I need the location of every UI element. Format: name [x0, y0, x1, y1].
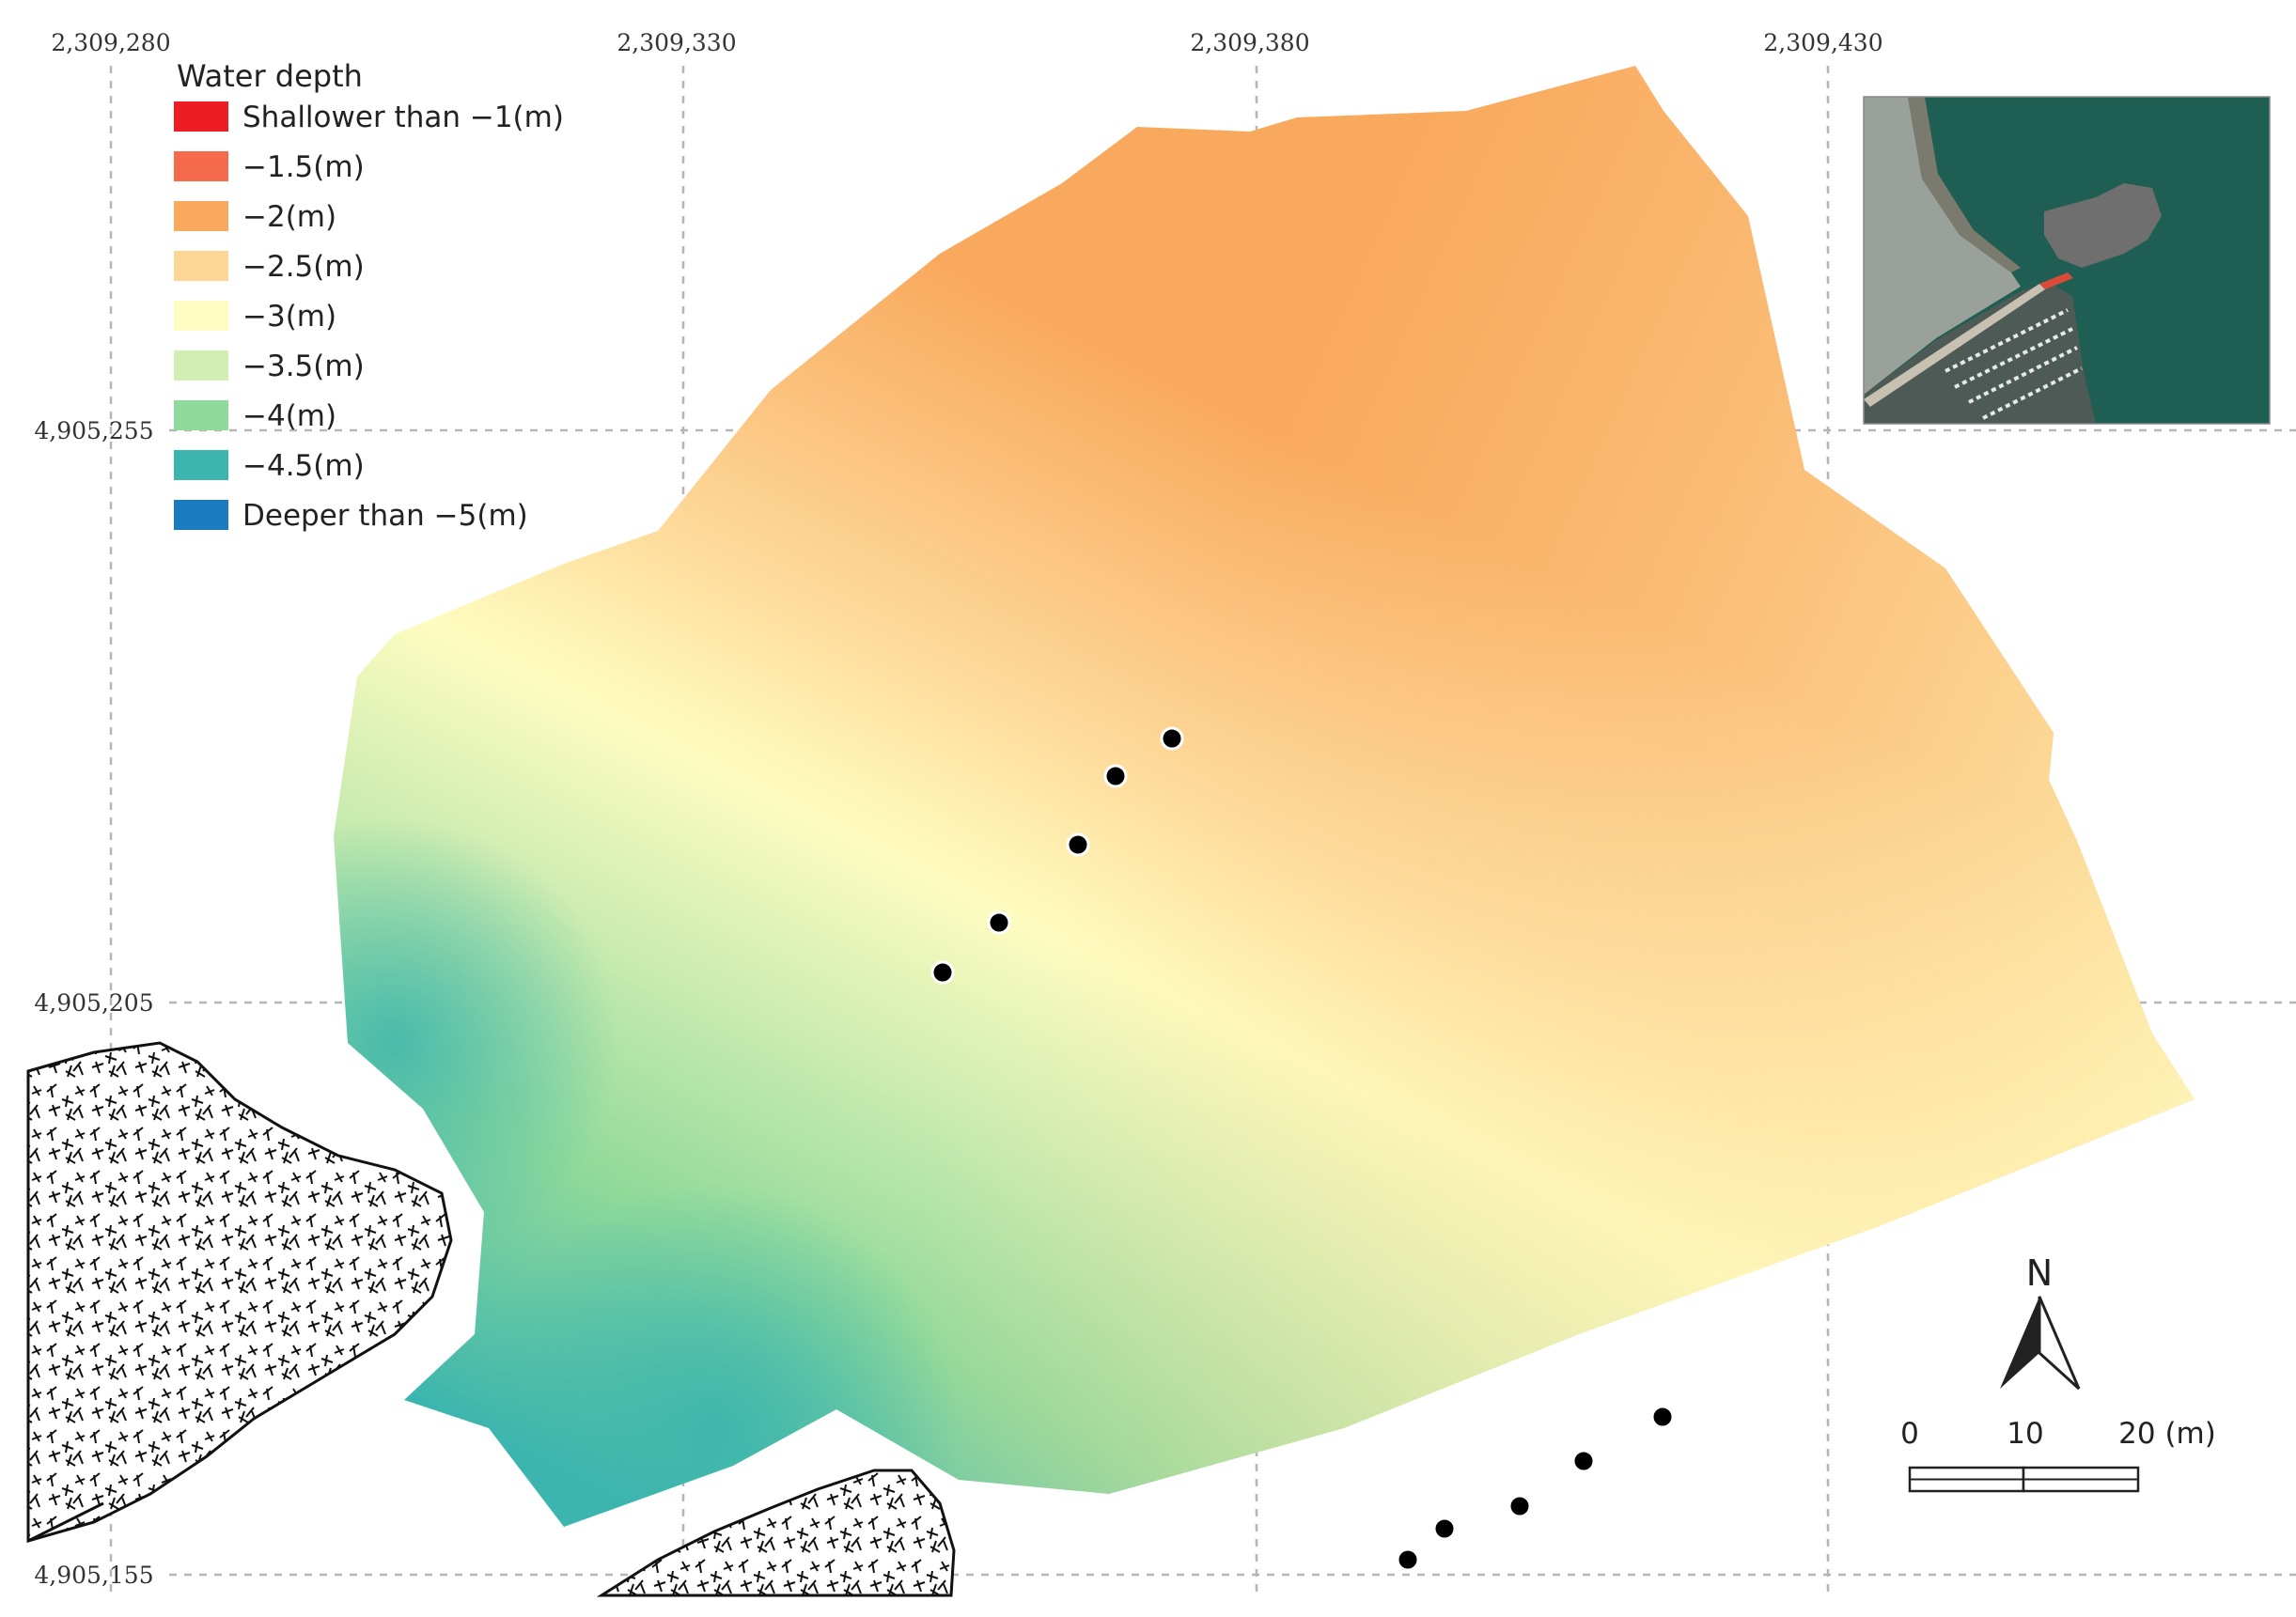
sampling-point [1103, 764, 1128, 788]
land-areas [26, 1041, 956, 1597]
west-deep-shading [334, 66, 2194, 1527]
sampling-point [1432, 1516, 1457, 1541]
sampling-point [1066, 832, 1090, 857]
x-coordinate-label: 2,309,380 [1190, 29, 1309, 56]
legend-swatch [174, 301, 228, 331]
sampling-point [930, 960, 955, 985]
inset-pier [1864, 284, 2045, 407]
legend-swatch [174, 251, 228, 281]
legend-swatch [174, 201, 228, 231]
legend-swatch [174, 400, 228, 430]
legend-swatch [174, 101, 228, 132]
x-coordinate-label: 2,309,330 [617, 29, 736, 56]
legend-label: −3.5(m) [242, 350, 365, 383]
legend-label: −3(m) [242, 300, 336, 334]
legend-label: Shallower than −1(m) [242, 101, 564, 134]
sampling-point [1396, 1547, 1420, 1572]
scale-label-10: 10 [2007, 1417, 2043, 1451]
y-coordinate-label: 4,905,205 [34, 989, 153, 1017]
inset-marina [1864, 282, 2096, 424]
rock-hatch-icon [26, 1041, 453, 1543]
inset-beach [1908, 97, 2021, 272]
north-label: N [2026, 1252, 2053, 1294]
satellite-inset-icon [1863, 96, 2271, 425]
y-coordinate-label: 4,905,155 [34, 1562, 153, 1589]
inset-pier [2039, 272, 2073, 289]
legend-swatch [174, 450, 228, 480]
sampling-point [1571, 1449, 1596, 1473]
legend-label: −1.5(m) [242, 150, 365, 184]
sampling-point [1160, 726, 1184, 751]
x-coordinate-label: 2,309,280 [51, 29, 170, 56]
north-arrow-icon: N [2000, 1252, 2081, 1391]
inset-survey-area [2044, 183, 2162, 268]
legend-swatch [174, 151, 228, 181]
north-arrow-left [2000, 1297, 2039, 1389]
inset-frame [1863, 96, 2271, 425]
legend-label: −4.5(m) [242, 449, 365, 483]
legend-swatch [174, 350, 228, 381]
legend-label: −4(m) [242, 399, 336, 433]
legend-label: −2(m) [242, 200, 336, 234]
legend: Water depth Shallower than −1(m) −1.5(m) −… [174, 58, 564, 533]
legend-items: Shallower than −1(m) −1.5(m) −2(m) −2.5(m) −… [174, 101, 564, 533]
sampling-point [1507, 1494, 1532, 1518]
inset-boats [1945, 308, 2083, 420]
north-arrow-right [2038, 1296, 2081, 1391]
shoreline [27, 1501, 104, 1543]
grid-labels: 2,309,280 2,309,330 2,309,380 2,309,430 … [34, 29, 1882, 1589]
bathymetry-surface [334, 66, 2194, 1527]
sampling-points [930, 726, 1675, 1572]
legend-title: Water depth [177, 58, 363, 94]
legend-label: −2.5(m) [242, 250, 365, 284]
legend-swatch [174, 500, 228, 530]
y-coordinate-label: 4,905,255 [34, 417, 153, 444]
scale-label-20: 20 (m) [2118, 1417, 2216, 1451]
inset-land [1864, 97, 2021, 395]
sampling-point [987, 910, 1011, 935]
scale-label-0: 0 [1900, 1417, 1919, 1451]
legend-label: Deeper than −5(m) [242, 499, 528, 533]
x-coordinate-label: 2,309,430 [1763, 29, 1882, 56]
scale-bar: 0 10 20 (m) [1900, 1417, 2216, 1493]
rock-hatch-icon [596, 1469, 956, 1597]
sampling-point [1650, 1405, 1675, 1429]
